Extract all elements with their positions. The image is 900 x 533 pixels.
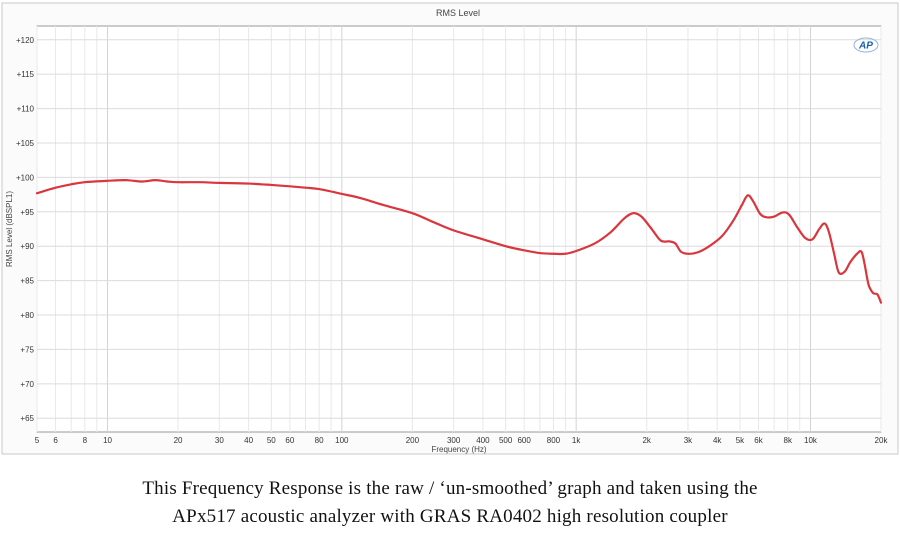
x-tick-label: 5k bbox=[736, 436, 745, 445]
x-tick-label: 10 bbox=[103, 436, 112, 445]
x-tick-labels: 5 6 8 10 20 30 40 50 60 80 100 200 300 400 500 600 800 1k… bbox=[35, 436, 889, 445]
ap-logo-text: AP bbox=[858, 41, 873, 52]
y-tick-label: +105 bbox=[16, 139, 35, 148]
x-tick-label: 60 bbox=[285, 436, 294, 445]
y-tick-label: +85 bbox=[20, 277, 34, 286]
ap-logo-icon: AP bbox=[853, 37, 879, 53]
series-layer bbox=[35, 179, 883, 304]
x-tick-label: 800 bbox=[547, 436, 561, 445]
x-axis-label: Frequency (Hz) bbox=[431, 445, 486, 454]
x-tick-label: 3k bbox=[684, 436, 693, 445]
caption-line-2: APx517 acoustic analyzer with GRAS RA040… bbox=[172, 506, 728, 527]
chart-frame: RMS Level 5 6 8 10 20 30 40 50 60 80 100 200 300 400 5… bbox=[1, 2, 899, 455]
y-tick-label: +65 bbox=[20, 414, 34, 423]
y-tick-label: +110 bbox=[17, 105, 35, 114]
y-tick-label: +90 bbox=[20, 242, 34, 251]
x-tick-label: 8k bbox=[784, 436, 793, 445]
x-tick-label: 2k bbox=[642, 436, 651, 445]
x-tick-label: 8 bbox=[83, 436, 88, 445]
x-tick-label: 10k bbox=[804, 436, 818, 445]
x-tick-label: 300 bbox=[447, 436, 461, 445]
y-tick-label: +95 bbox=[20, 208, 34, 217]
y-tick-label: +100 bbox=[16, 173, 35, 182]
chart-title: RMS Level bbox=[436, 8, 480, 18]
y-tick-labels: +65 +70 +75 +80 +85 +90 +95 +100 +105 +110 +115 +12… bbox=[16, 36, 35, 423]
x-tick-label: 30 bbox=[215, 436, 224, 445]
x-tick-label: 20k bbox=[875, 436, 889, 445]
y-tick-label: +115 bbox=[17, 70, 35, 79]
x-tick-label: 50 bbox=[267, 436, 276, 445]
y-axis-label: RMS Level (dBSPL1) bbox=[5, 191, 14, 267]
y-tick-label: +80 bbox=[20, 311, 34, 320]
x-tick-label: 40 bbox=[244, 436, 253, 445]
x-tick-label: 20 bbox=[174, 436, 183, 445]
x-tick-label: 200 bbox=[406, 436, 420, 445]
y-tick-label: +120 bbox=[16, 36, 35, 45]
x-tick-label: 4k bbox=[713, 436, 722, 445]
x-tick-label: 500 bbox=[499, 436, 513, 445]
y-tick-label: +75 bbox=[20, 345, 34, 354]
x-tick-label: 1k bbox=[572, 436, 581, 445]
x-tick-label: 400 bbox=[476, 436, 490, 445]
caption-line-1: This Frequency Response is the raw / ‘un… bbox=[142, 478, 758, 499]
frequency-response-chart: RMS Level 5 6 8 10 20 30 40 50 60 80 100 200 300 400 5… bbox=[1, 2, 899, 455]
plot-area bbox=[36, 25, 882, 433]
frequency-response-line bbox=[35, 179, 883, 304]
x-tick-label: 80 bbox=[315, 436, 324, 445]
x-tick-label: 100 bbox=[335, 436, 349, 445]
grid-layer bbox=[36, 26, 882, 432]
y-tick-label: +70 bbox=[20, 380, 34, 389]
x-tick-label: 6 bbox=[53, 436, 58, 445]
x-tick-label: 600 bbox=[517, 436, 531, 445]
x-tick-label: 5 bbox=[35, 436, 40, 445]
x-tick-label: 6k bbox=[754, 436, 763, 445]
